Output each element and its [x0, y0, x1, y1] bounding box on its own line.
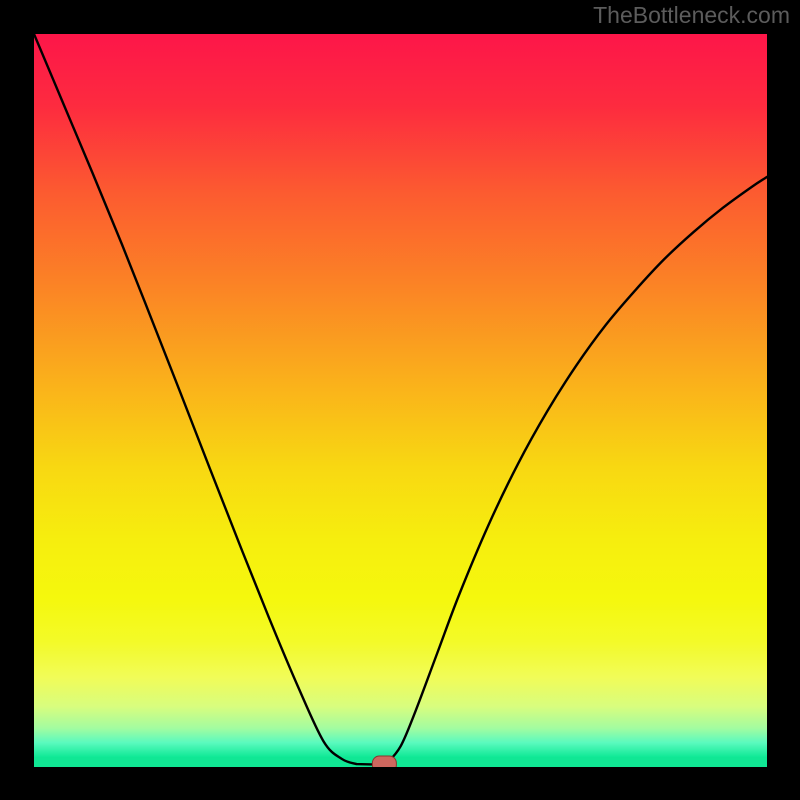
bottom-stripe: [34, 757, 767, 767]
watermark-text: TheBottleneck.com: [593, 2, 790, 29]
plot-area: [34, 34, 767, 772]
gradient-background: [34, 34, 767, 757]
bottleneck-chart: [0, 0, 800, 800]
chart-root: TheBottleneck.com: [0, 0, 800, 800]
